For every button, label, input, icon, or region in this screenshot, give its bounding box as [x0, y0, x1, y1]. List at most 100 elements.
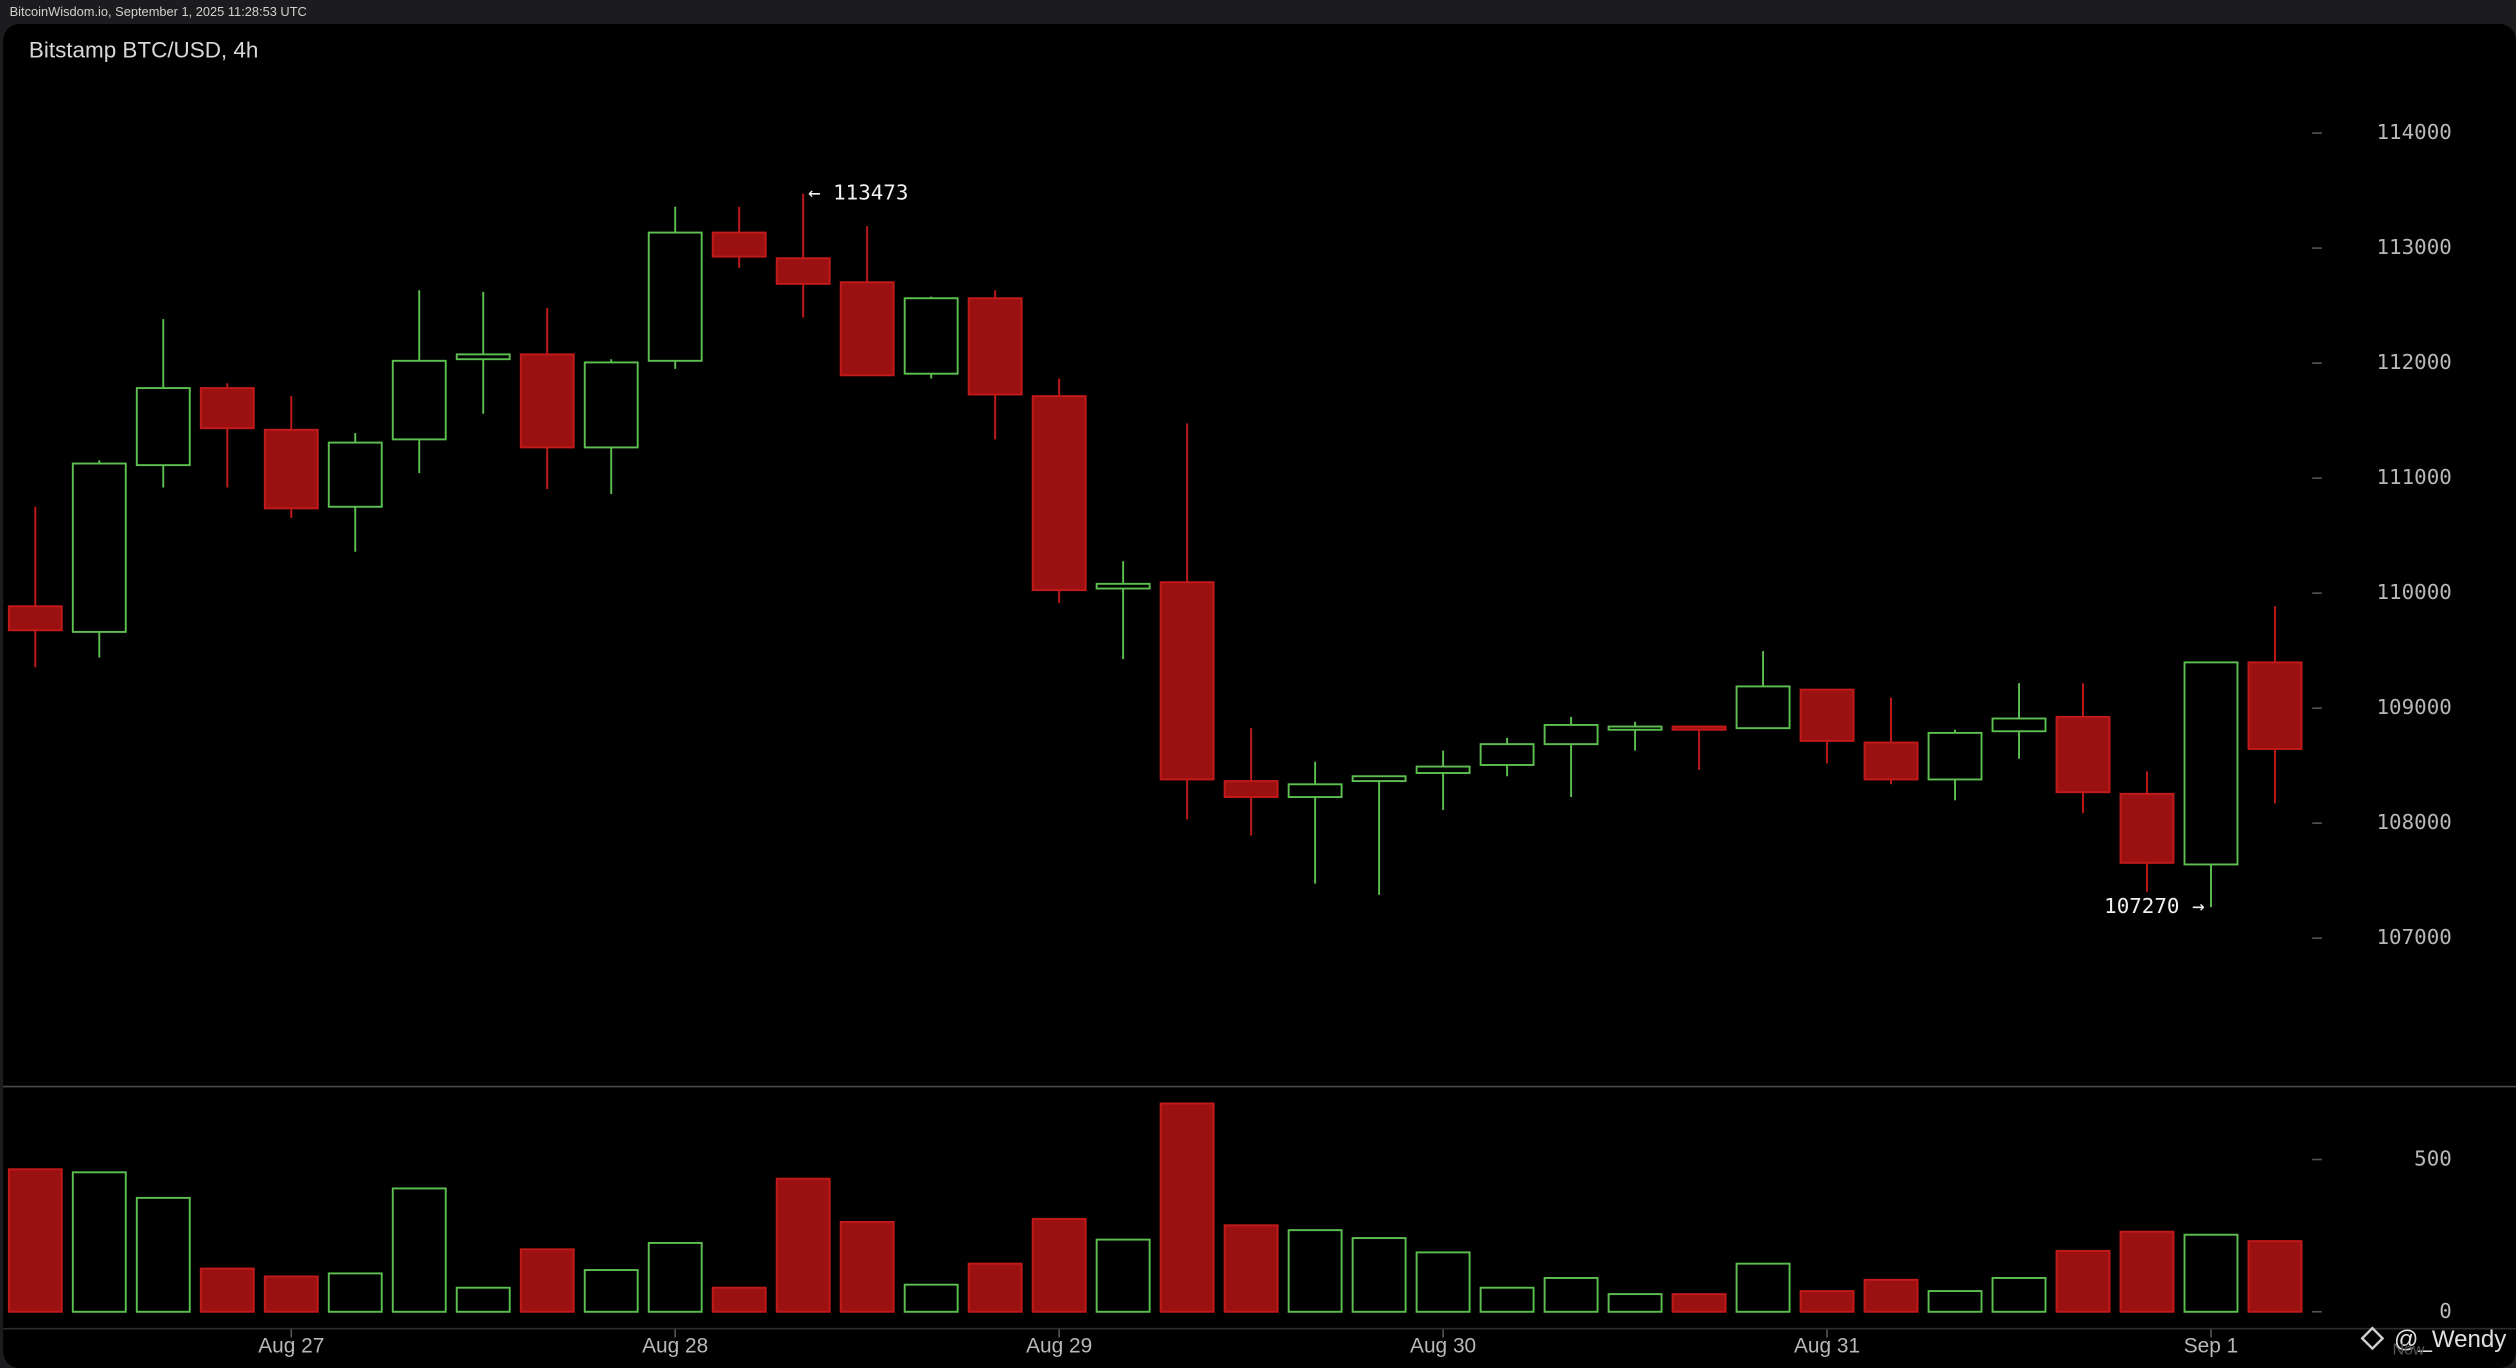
y-tick-label: 111000 [2376, 465, 2451, 489]
candle [1031, 378, 1087, 604]
y-tick-label: 107000 [2376, 925, 2451, 949]
candle-body [2183, 661, 2239, 866]
candle-body [1799, 688, 1855, 742]
volume-bar [1223, 1224, 1279, 1313]
candle-body [1351, 775, 1407, 783]
y-tick-label: 109000 [2376, 695, 2451, 719]
candle [583, 359, 639, 494]
candle-body [1927, 731, 1983, 781]
candle-body [1223, 780, 1279, 799]
candle [2055, 683, 2111, 814]
y-tick-label: 500 [2414, 1147, 2452, 1171]
candle-body [583, 361, 639, 449]
volume-bar [1671, 1293, 1727, 1313]
candle-body [775, 257, 831, 285]
volume-bar [2183, 1233, 2239, 1313]
watermark: @_Wendy [2360, 1326, 2506, 1353]
candle [1095, 561, 1151, 660]
candle-body [1287, 783, 1343, 799]
candle [1991, 683, 2047, 759]
candle [1287, 761, 1343, 884]
y-tick-label: 108000 [2376, 810, 2451, 834]
volume-bar [1799, 1290, 1855, 1313]
candle [1671, 725, 1727, 770]
volume-bar [1927, 1290, 1983, 1313]
candle-body [1735, 685, 1791, 730]
candle-body [967, 297, 1023, 396]
candle [1607, 721, 1663, 751]
candle-body [1159, 581, 1215, 781]
volume-bar [839, 1220, 895, 1313]
candle-body [1991, 717, 2047, 733]
volume-bar [519, 1248, 575, 1313]
x-tick-label: Aug 29 [1026, 1335, 1092, 1358]
volume-bar [391, 1187, 447, 1313]
chart-area [3, 24, 2516, 1368]
candle-body [2055, 715, 2111, 794]
candle [711, 206, 767, 268]
volume-bar [1735, 1262, 1791, 1313]
candle [647, 206, 703, 369]
volume-bar [199, 1267, 255, 1313]
candle-body [327, 441, 383, 508]
x-tick-label: Aug 30 [1410, 1335, 1476, 1358]
x-tick-label: Aug 28 [642, 1335, 708, 1358]
volume-bar [967, 1262, 1023, 1313]
candle [135, 319, 191, 488]
candle-body [1415, 765, 1471, 774]
candle [1479, 737, 1535, 777]
candle [967, 290, 1023, 440]
candle-body [7, 605, 63, 632]
candle [519, 307, 575, 490]
candle [775, 193, 831, 318]
candle [1799, 688, 1855, 764]
volume-bar [1159, 1102, 1215, 1313]
candle-body [903, 297, 959, 375]
volume-bar [455, 1286, 511, 1313]
now-label: Now [2392, 1341, 2425, 1359]
candle [7, 506, 63, 668]
y-tick-label: 113000 [2376, 235, 2451, 259]
volume-bar [2119, 1230, 2175, 1313]
y-tick-label: 0 [2439, 1299, 2452, 1323]
volume-bar [2247, 1240, 2303, 1313]
x-tick-label: Sep 1 [2184, 1335, 2238, 1358]
volume-bar [1543, 1277, 1599, 1313]
volume-bar [1415, 1251, 1471, 1313]
volume-bar [775, 1177, 831, 1313]
candle [839, 226, 895, 377]
candle [2119, 771, 2175, 892]
candle-body [2247, 661, 2303, 750]
candle-body [839, 281, 895, 377]
price-annotation: 107270 → [2104, 894, 2204, 918]
volume-bar [1351, 1237, 1407, 1313]
candle-body [1863, 741, 1919, 781]
candle-body [647, 231, 703, 362]
volume-bar [263, 1275, 319, 1313]
candle-body [1095, 582, 1151, 590]
y-tick-label: 110000 [2376, 580, 2451, 604]
candle-body [519, 353, 575, 449]
candle-body [199, 387, 255, 430]
volume-bar [1031, 1217, 1087, 1313]
candle-body [455, 353, 511, 361]
candle [903, 296, 959, 379]
candle [455, 291, 511, 414]
y-tick-label: 112000 [2376, 350, 2451, 374]
candle [327, 433, 383, 552]
candle-body [1479, 743, 1535, 766]
watermark-text: @_Wendy [2394, 1326, 2506, 1353]
header-source: BitcoinWisdom.io, September 1, 2025 11:2… [10, 4, 307, 19]
candle [1415, 750, 1471, 810]
candle-body [2119, 792, 2175, 864]
x-tick-label: Aug 31 [1794, 1335, 1860, 1358]
volume-bar [135, 1196, 191, 1313]
volume-bar [1991, 1277, 2047, 1313]
volume-bar [903, 1283, 959, 1313]
volume-bar [647, 1241, 703, 1313]
candle [1351, 775, 1407, 895]
candle [199, 383, 255, 488]
volume-bar [1607, 1293, 1663, 1313]
candle [1159, 423, 1215, 820]
